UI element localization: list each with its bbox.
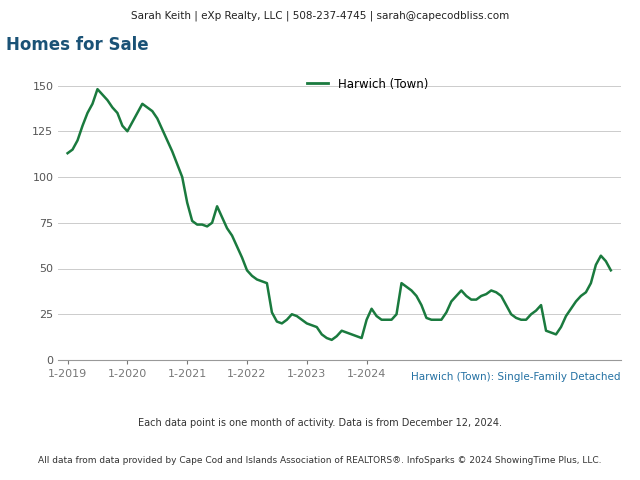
Text: Each data point is one month of activity. Data is from December 12, 2024.: Each data point is one month of activity… [138, 418, 502, 428]
Text: Homes for Sale: Homes for Sale [6, 36, 149, 54]
Text: All data from data provided by Cape Cod and Islands Association of REALTORS®. In: All data from data provided by Cape Cod … [38, 456, 602, 465]
Legend: Harwich (Town): Harwich (Town) [302, 73, 433, 96]
Text: Sarah Keith | eXp Realty, LLC | 508-237-4745 | sarah@capecodbliss.com: Sarah Keith | eXp Realty, LLC | 508-237-… [131, 11, 509, 21]
Text: Harwich (Town): Single-Family Detached: Harwich (Town): Single-Family Detached [412, 372, 621, 382]
